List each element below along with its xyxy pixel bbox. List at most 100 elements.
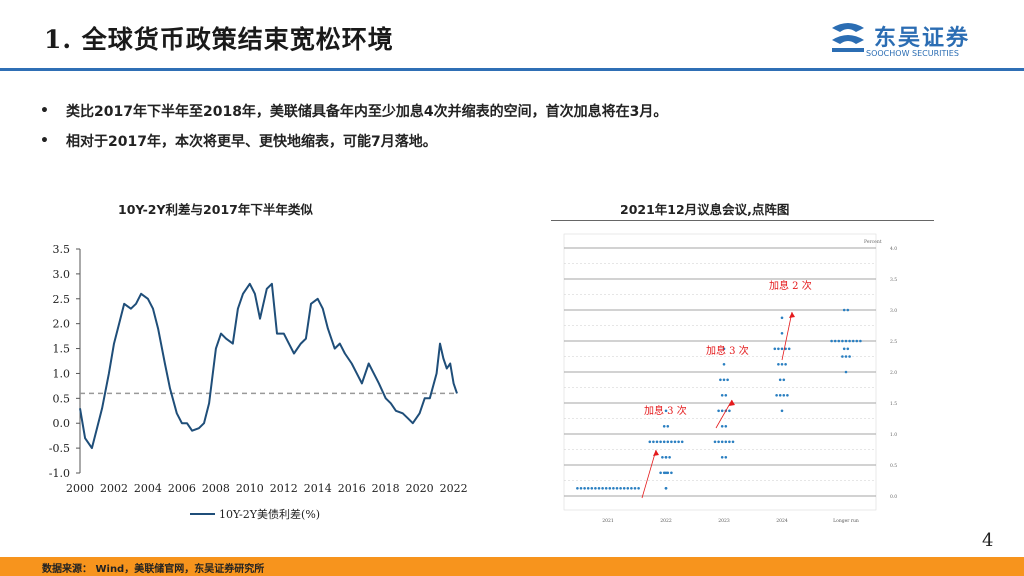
bullet-text: 相对于2017年，本次将更早、更快地缩表，可能7月落地。 [66, 134, 437, 150]
footer-bar: 数据来源： Wind，美联储官网，东吴证券研究所 [0, 557, 1024, 576]
x-tick-label: 2002 [100, 482, 128, 495]
y-tick-label: 2.0 [890, 370, 897, 376]
rate-dot [659, 440, 662, 444]
rate-dot [648, 440, 652, 444]
chart-title-divider [551, 220, 934, 221]
page-title: 1. 全球货币政策结束宽松环境 [44, 25, 394, 54]
x-tick-label: 2018 [372, 482, 400, 495]
y-tick-label: -1.0 [49, 467, 70, 480]
y-tick-label: 1.0 [53, 367, 71, 380]
rate-dot [842, 308, 846, 312]
rate-dot [848, 355, 851, 358]
rate-dot [717, 440, 720, 444]
rate-dot [633, 487, 637, 490]
source-note: 数据来源： Wind，美联储官网，东吴证券研究所 [42, 564, 265, 575]
x-tick-label: 2020 [406, 482, 434, 495]
rate-dot [728, 409, 731, 413]
rate-dot [666, 440, 670, 444]
annotation-arrow [781, 311, 793, 361]
rate-dot [724, 394, 728, 397]
rate-dot [637, 487, 640, 490]
bullet-item: • 类比2017年下半年至2018年，美联储具备年内至少加息4次并缩表的空间，首次… [40, 96, 667, 126]
rate-dot [576, 487, 579, 490]
company-logo: 东吴证券 SOOCHOW SECURITIES [828, 18, 988, 62]
logo-name: 东吴证券 [874, 26, 971, 51]
rate-dot [661, 456, 664, 459]
x-tick-label: 2008 [202, 482, 230, 495]
rate-dot [619, 487, 622, 490]
rate-dot [780, 347, 784, 351]
logo-mark-icon [832, 23, 864, 52]
y-tick-label: 3.5 [890, 277, 897, 283]
rate-dot [786, 394, 789, 397]
rate-dot [830, 339, 833, 343]
rate-dot [673, 440, 677, 444]
y-tick-label: 0.0 [53, 417, 71, 430]
rate-dot [782, 378, 786, 382]
bullet-dot-icon: • [40, 103, 49, 119]
rate-dot [728, 440, 731, 444]
rate-dot [662, 471, 666, 475]
rate-dot [677, 440, 680, 444]
y-tick-label: 2.5 [53, 293, 71, 306]
rate-dot [670, 471, 673, 475]
rate-dot [778, 378, 782, 382]
rate-dot [777, 347, 780, 351]
y-tick-label: 3.0 [890, 308, 897, 314]
rate-dot [659, 471, 662, 475]
rate-dot [664, 487, 668, 490]
y-tick-label: 2.5 [890, 339, 897, 345]
x-tick-label: 2022 [660, 518, 672, 524]
x-tick-label: Longer run [833, 518, 859, 524]
rate-dot [597, 487, 601, 490]
y-tick-label: 3.0 [53, 268, 71, 281]
header-divider [0, 68, 1024, 71]
rate-dot [579, 487, 583, 490]
rate-dot [859, 339, 862, 343]
page-number: 4 [982, 530, 994, 551]
right-chart-title: 2021年12月议息会议,点阵图 [620, 202, 790, 217]
rate-dot [851, 339, 855, 343]
spread-line-chart: 3.5 3.0 2.5 2.0 1.5 1.0 0.5 0.0 -0.5 -1.0 2000 2002… [49, 243, 468, 521]
annotation-arrowhead [729, 400, 735, 406]
rate-dot [720, 456, 724, 459]
rate-dot [724, 440, 728, 444]
rate-dot [713, 440, 717, 444]
logo-subtitle: SOOCHOW SECURITIES [866, 49, 959, 58]
dot-plot-chart: 4.0 3.5 3.0 2.5 2.0 1.5 1.0 0.5 0.0 Percent 2021 20… [563, 233, 897, 524]
rate-dot [846, 347, 850, 351]
y-axis-label: Percent [864, 239, 882, 245]
rate-dot [833, 339, 837, 343]
rate-dot [662, 440, 666, 444]
x-tick-label: 2006 [168, 482, 196, 495]
rate-dot [666, 471, 670, 475]
rate-dot [720, 440, 724, 444]
rate-dot [846, 308, 850, 312]
y-tick-label: 4.0 [890, 246, 897, 252]
rate-dot [837, 339, 841, 343]
series-line [79, 282, 458, 450]
x-tick-label: 2010 [236, 482, 264, 495]
annotation-arrowhead [789, 312, 795, 318]
rate-dot [784, 363, 787, 366]
rate-dot [655, 440, 659, 444]
rate-dot [719, 378, 722, 382]
rate-dot [722, 363, 726, 366]
y-tick-label: 3.5 [53, 243, 71, 256]
rate-dot [726, 378, 729, 382]
y-tick-label: 0.5 [890, 463, 897, 469]
rate-dot [844, 370, 848, 374]
y-tick-label: 1.0 [890, 432, 897, 438]
x-tick-label: 2012 [270, 482, 298, 495]
rate-dot [780, 332, 784, 335]
x-tick-label: 2021 [602, 518, 614, 524]
rate-dot [855, 339, 859, 343]
x-tick-label: 2000 [66, 482, 94, 495]
rate-dot [626, 487, 630, 490]
rate-dot [652, 440, 655, 444]
rate-dot [780, 363, 784, 366]
legend-label: 10Y-2Y美债利差(%) [219, 507, 320, 521]
x-tick-label: 2004 [134, 482, 162, 495]
x-tick-label: 2024 [776, 518, 788, 524]
y-tick-label: 2.0 [53, 318, 71, 331]
